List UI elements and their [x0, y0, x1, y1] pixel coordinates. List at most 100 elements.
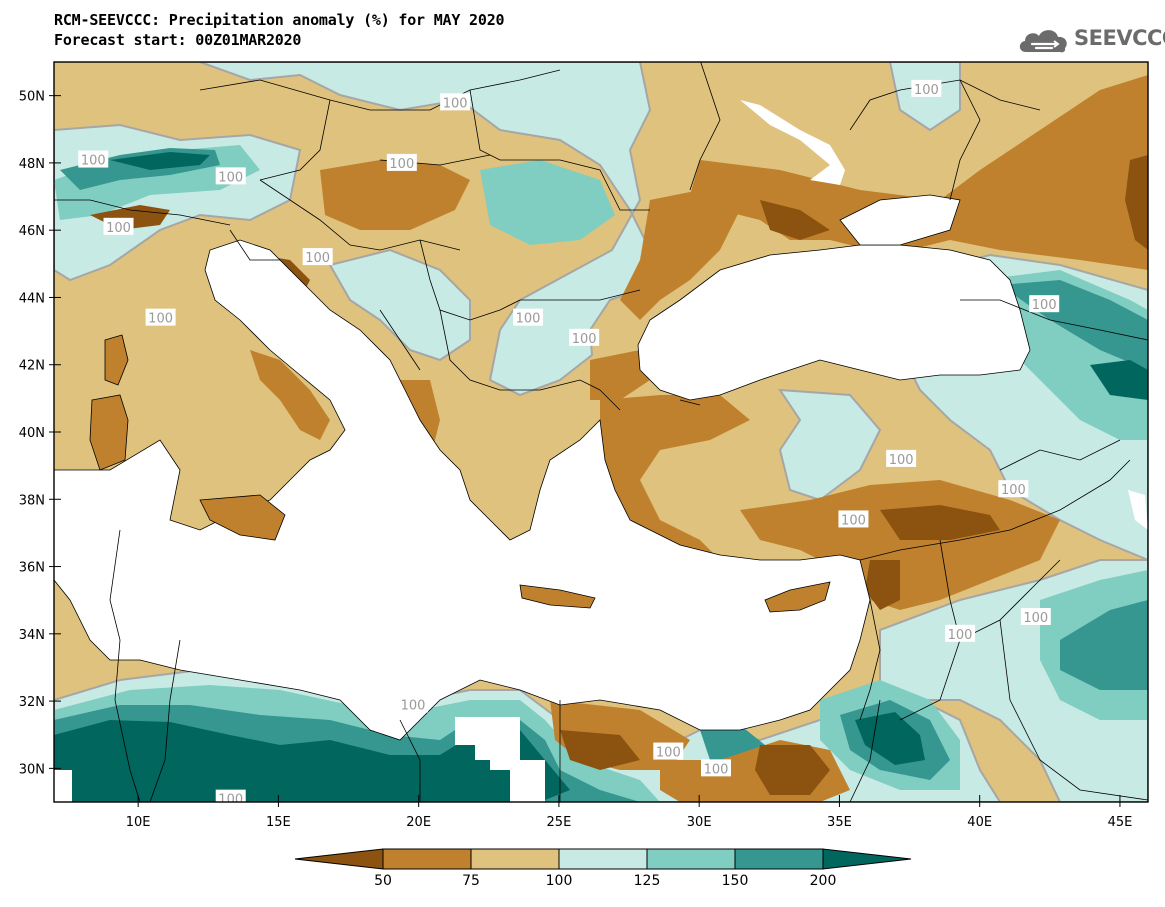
- colorbar-segment: [558, 848, 648, 870]
- contour-label-bg: [886, 449, 917, 467]
- contour-label-bg: [838, 510, 869, 528]
- island-corsica: [104, 334, 129, 386]
- dry-strong-egypt-east: [755, 745, 830, 795]
- contour-label: 100: [516, 312, 541, 327]
- contour-label-bg: [215, 167, 246, 185]
- contour-label-bg: [1020, 608, 1051, 625]
- colorbar-level-label: 100: [546, 873, 573, 889]
- island-cyprus: [764, 581, 831, 613]
- contour-label: 100: [914, 83, 939, 98]
- dry-zone-turkey-west: [600, 395, 750, 560]
- map-field: 100 100 100 100 100 100 100 100 100 100 100 100 100 1…: [54, 62, 1148, 808]
- lon-tick-label: 20E: [406, 815, 431, 830]
- lon-tick-label: 30E: [687, 815, 712, 830]
- lon-tick-label: 15E: [266, 815, 291, 830]
- country-borders: [54, 62, 1148, 802]
- wet-strong-iraq: [1060, 600, 1148, 690]
- contour-label-bg: [513, 308, 544, 326]
- cloud-icon: [1019, 30, 1067, 53]
- dry-zone-bulgaria: [590, 350, 650, 400]
- contour-label: 100: [81, 154, 106, 169]
- dry-zone-romania-east: [620, 190, 740, 320]
- lon-tick-label: 40E: [967, 815, 992, 830]
- contour-label-bg: [911, 79, 942, 97]
- island-sardinia: [89, 394, 129, 471]
- colorbar-level-label: 50: [374, 873, 392, 889]
- contour-label-bg: [386, 153, 417, 171]
- libya-blank: [455, 717, 545, 802]
- lat-tick-label: 44N: [19, 291, 45, 306]
- contour-label: 100: [1001, 483, 1026, 498]
- dry-zone-italy: [250, 350, 330, 440]
- dry-zone-turkey-south: [740, 480, 1060, 610]
- latitude-axis: 50N 48N 46N 44N 42N 40N 38N 36N 34N 32N 30N: [19, 90, 61, 777]
- forecast-start: Forecast start: 00Z01MAR2020: [54, 31, 302, 49]
- contour-label-bg: [701, 759, 732, 777]
- contour-label: 100: [305, 251, 330, 266]
- iran-blank: [1128, 490, 1148, 530]
- colorbar-segment: [646, 848, 736, 870]
- colorbar: 50 75 100 125 150 200: [294, 848, 912, 889]
- contour-label-bg: [440, 93, 471, 111]
- dry-zone-pannonia: [320, 160, 470, 230]
- lon-tick-label: 35E: [827, 815, 852, 830]
- contour-label-bg: [945, 624, 976, 642]
- dry-strong-egypt: [560, 730, 640, 770]
- contour-label: 100: [948, 628, 973, 643]
- contour-label: 100: [106, 221, 131, 236]
- wet-mid-carpathians: [480, 160, 615, 245]
- contour-label-bg: [398, 695, 429, 713]
- contour-label: 100: [1032, 298, 1057, 313]
- contour-label: 100: [218, 793, 243, 808]
- colorbar-segment: [382, 848, 472, 870]
- colorbar-level-label: 125: [634, 873, 661, 889]
- logo-text: SEEVCCC: [1074, 26, 1165, 50]
- wet-zone-balkans: [328, 248, 471, 362]
- contour-label-bg: [103, 217, 134, 235]
- lat-tick-label: 36N: [19, 561, 45, 576]
- lat-tick-label: 50N: [19, 90, 45, 105]
- dry-strong-ukraine: [760, 200, 830, 240]
- dry-strong-turkey: [880, 505, 1000, 540]
- lat-tick-label: 30N: [19, 762, 45, 777]
- contour-label: 100: [148, 312, 173, 327]
- sw-corner-blank: [54, 770, 72, 802]
- lon-tick-label: 25E: [547, 815, 572, 830]
- dry-strong-russia: [1125, 155, 1148, 250]
- contour-label: 100: [656, 746, 681, 761]
- wet-very-alps: [110, 152, 210, 170]
- dry-strong-syria: [865, 560, 900, 610]
- contour-label-bg: [1029, 295, 1060, 313]
- seevccc-logo: SEEVCCC: [1016, 22, 1165, 58]
- colorbar-level-label: 150: [722, 873, 749, 889]
- contour-label: 100: [841, 513, 866, 528]
- ukraine-lakes: [740, 100, 845, 185]
- contour-label: 100: [389, 157, 414, 172]
- contour-label-bg: [998, 480, 1029, 498]
- contour-label-bg: [145, 308, 176, 326]
- contour-label-bg: [569, 328, 600, 346]
- lat-tick-label: 34N: [19, 628, 45, 643]
- contour-labels: 100 100 100 100 100 100 100 100 100 100 100 100 100 1…: [78, 79, 1060, 808]
- sea-of-azov: [839, 194, 961, 246]
- contour-label-bg: [302, 248, 333, 266]
- colorbar-left-arrow: [294, 848, 384, 870]
- contour-label: 100: [704, 762, 729, 777]
- lat-tick-label: 38N: [19, 493, 45, 508]
- chart-title-block: RCM-SEEVCCC: Precipitation anomaly (%) f…: [54, 10, 505, 50]
- colorbar-segment: [470, 848, 560, 870]
- lat-tick-label: 46N: [19, 224, 45, 239]
- wet-very-sinai: [855, 712, 925, 765]
- colorbar-segment: [734, 848, 824, 870]
- contour-label: 100: [572, 332, 597, 347]
- contour-label: 100: [443, 96, 468, 111]
- contour-label-bg: [653, 742, 684, 760]
- wet-very-caucasus: [1090, 360, 1148, 400]
- contour-label: 100: [1023, 611, 1048, 626]
- contour-label: 100: [401, 698, 426, 713]
- wet-very-libya: [54, 720, 570, 802]
- lat-tick-label: 42N: [19, 359, 45, 374]
- contour-label: 100: [218, 170, 243, 185]
- colorbar-level-label: 200: [810, 873, 837, 889]
